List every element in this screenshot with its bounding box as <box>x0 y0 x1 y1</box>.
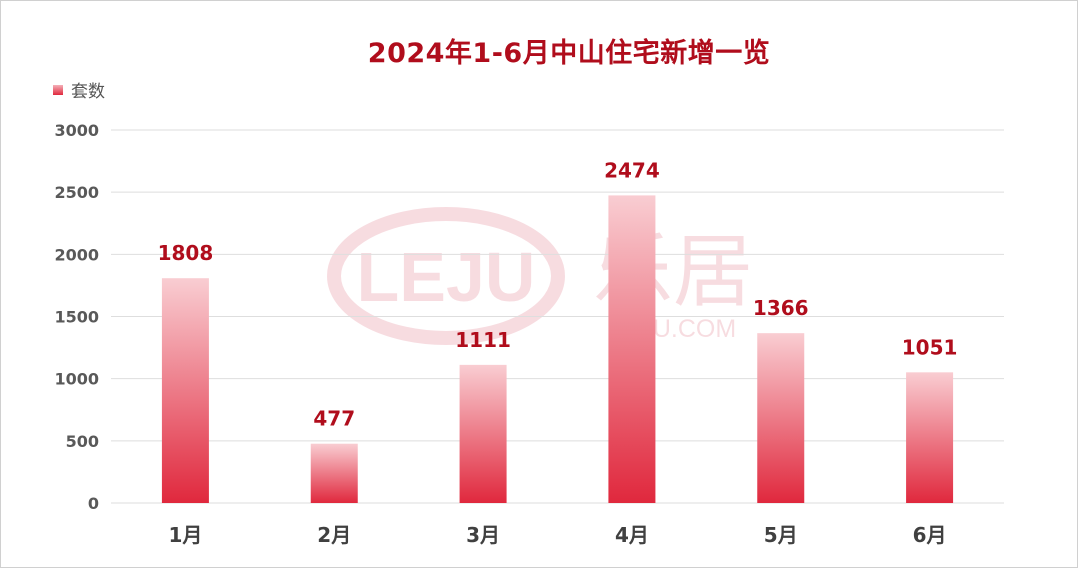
y-tick-label: 1500 <box>54 308 99 327</box>
bar <box>161 278 209 503</box>
chart-title: 2024年1-6月中山住宅新增一览 <box>367 38 771 69</box>
watermark-logo-text: LEJU <box>357 238 536 316</box>
y-tick-label: 500 <box>66 432 99 451</box>
bar <box>310 443 358 503</box>
data-label: 1366 <box>753 296 809 320</box>
x-tick-label: 6月 <box>913 523 947 547</box>
legend: 套数 <box>53 77 105 102</box>
x-tick-label: 5月 <box>764 523 798 547</box>
x-tick-label: 2月 <box>317 523 351 547</box>
y-tick-label: 2000 <box>54 245 99 264</box>
bar <box>757 333 805 503</box>
bar <box>906 372 954 503</box>
data-label: 1111 <box>455 328 511 352</box>
grid-lines <box>111 129 1004 504</box>
y-tick-label: 2500 <box>54 183 99 202</box>
data-label: 1808 <box>158 241 214 265</box>
value-labels: 1808 477 1111 2474 1366 1051 <box>158 158 958 430</box>
bar <box>459 364 507 503</box>
legend-swatch <box>53 84 63 95</box>
watermark-logo: LEJU 乐居 LEJU.COM <box>327 207 753 345</box>
legend-label: 套数 <box>71 82 105 102</box>
x-tick-label: 1月 <box>168 523 202 547</box>
data-label: 2474 <box>604 158 660 182</box>
data-label: 477 <box>313 407 355 431</box>
y-tick-label: 3000 <box>54 121 99 140</box>
y-tick-label: 1000 <box>54 370 99 389</box>
bar <box>608 195 656 503</box>
x-axis: 1月 2月 3月 4月 5月 6月 <box>168 523 946 547</box>
x-tick-label: 3月 <box>466 523 500 547</box>
data-label: 1051 <box>902 335 958 359</box>
x-tick-label: 4月 <box>615 523 649 547</box>
y-tick-label: 0 <box>88 494 99 513</box>
y-axis: 0 500 1000 1500 2000 2500 3000 <box>54 121 99 513</box>
bars <box>161 195 954 503</box>
